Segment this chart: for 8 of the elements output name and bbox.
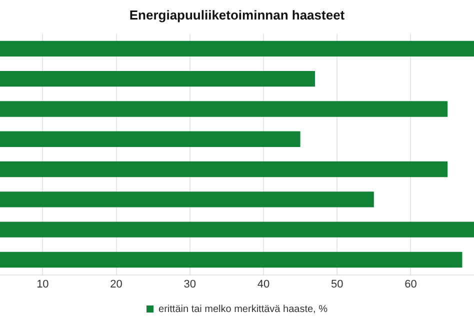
x-tick-label: 50: [330, 278, 344, 290]
x-tick-label: 60: [404, 278, 417, 290]
x-tick-label: 30: [184, 278, 196, 290]
x-tick-label: 20: [110, 278, 122, 290]
x-tick-label: 40: [257, 278, 270, 290]
x-tick-label: 10: [36, 278, 49, 290]
chart-title: Energiapuuliiketoiminnan haasteet: [129, 7, 346, 22]
legend-label: erittäin tai melko merkittävä haaste, %: [158, 304, 328, 315]
